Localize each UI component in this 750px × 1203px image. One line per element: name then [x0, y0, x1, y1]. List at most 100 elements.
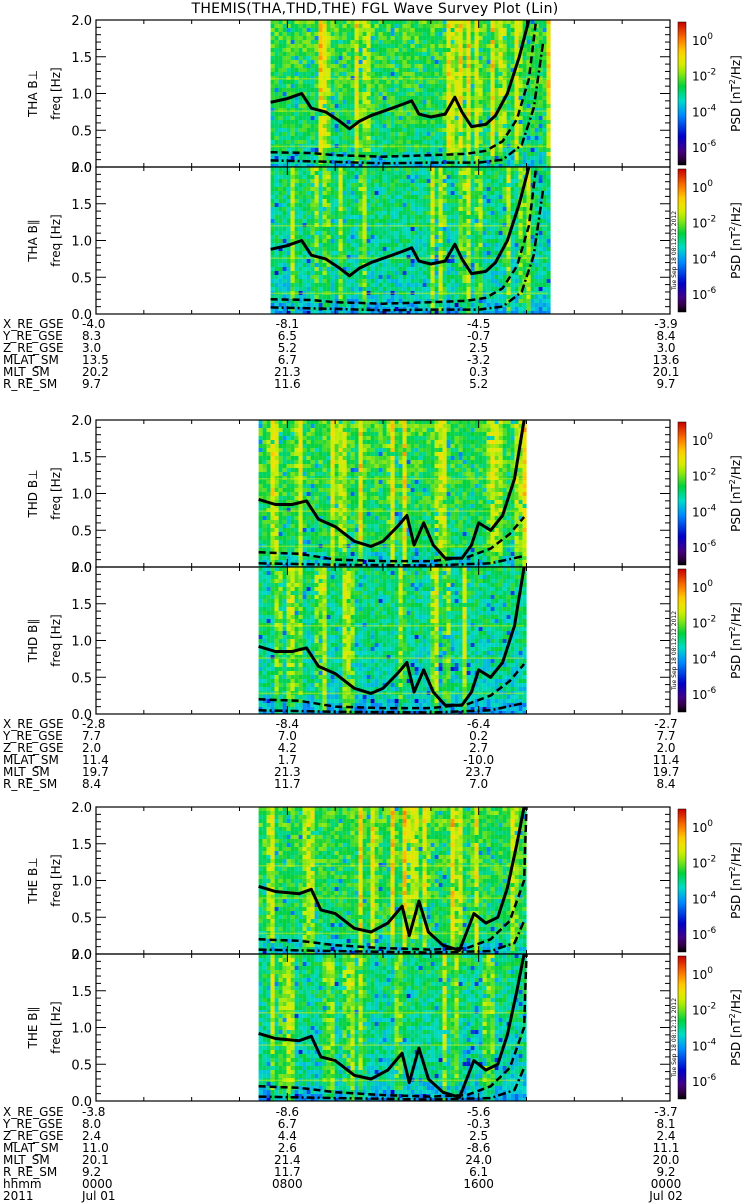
spectrogram-cell — [359, 207, 363, 211]
spectrogram-cell — [503, 88, 507, 92]
spectrogram-cell — [519, 231, 523, 235]
spectrogram-cell — [331, 100, 335, 104]
spectrogram-cell — [391, 132, 395, 136]
spectrogram-cell — [391, 136, 395, 140]
spectrogram-cell — [451, 128, 455, 132]
spectrogram-cell — [439, 219, 443, 223]
spectrogram-cell — [451, 88, 455, 92]
spectrogram-cell — [479, 171, 483, 175]
spectrogram-cell — [339, 40, 343, 44]
spectrogram-cell — [383, 211, 387, 215]
spectrogram-cell — [275, 279, 279, 283]
spectrogram-cell — [291, 211, 295, 215]
spectrogram-cell — [531, 156, 535, 160]
spectrogram-cell — [363, 52, 367, 56]
spectrogram-cell — [279, 207, 283, 211]
spectrogram-cell — [467, 287, 471, 291]
spectrogram-cell — [295, 259, 299, 263]
spectrogram-cell — [419, 124, 423, 128]
spectrogram-cell — [415, 52, 419, 56]
spectrogram-cell — [443, 287, 447, 291]
spectrogram-cell — [431, 52, 435, 56]
spectrogram-cell — [407, 132, 411, 136]
spectrogram-cell — [403, 239, 407, 243]
spectrogram-cell — [303, 24, 307, 28]
spectrogram-cell — [319, 303, 323, 307]
spectrogram-cell — [375, 227, 379, 231]
spectrogram-cell — [307, 295, 311, 299]
spectrogram-cell — [447, 116, 451, 120]
spectrogram-cell — [511, 56, 515, 60]
spectrogram-cell — [295, 303, 299, 307]
spectrogram-cell — [291, 235, 295, 239]
spectrogram-cell — [283, 251, 287, 255]
spectrogram-cell — [503, 179, 507, 183]
spectrogram-cell — [303, 124, 307, 128]
spectrogram-cell — [327, 303, 331, 307]
spectrogram-cell — [499, 64, 503, 68]
spectrogram-cell — [395, 44, 399, 48]
spectrogram-cell — [543, 24, 547, 28]
spectrogram-cell — [431, 80, 435, 84]
spectrogram-cell — [371, 171, 375, 175]
spectrogram-cell — [411, 271, 415, 275]
spectrogram-cell — [407, 104, 411, 108]
spectrogram-cell — [343, 247, 347, 251]
spectrogram-cell — [311, 92, 315, 96]
spectrogram-cell — [479, 239, 483, 243]
spectrogram-cell — [427, 120, 431, 124]
spectrogram-cell — [483, 104, 487, 108]
spectrogram-cell — [279, 219, 283, 223]
spectrogram-cell — [459, 183, 463, 187]
spectrogram-cell — [463, 40, 467, 44]
spectrogram-cell — [311, 279, 315, 283]
spectrogram-cell — [295, 275, 299, 279]
spectrogram-cell — [511, 104, 515, 108]
spectrogram-cell — [375, 283, 379, 287]
spectrogram-cell — [275, 32, 279, 36]
spectrogram-cell — [411, 72, 415, 76]
spectrogram-cell — [423, 128, 427, 132]
spectrogram-cell — [487, 183, 491, 187]
spectrogram-cell — [459, 239, 463, 243]
spectrogram-cell — [467, 140, 471, 144]
spectrogram-cell — [411, 52, 415, 56]
spectrogram-cell — [327, 295, 331, 299]
spectrogram-cell — [303, 195, 307, 199]
spectrogram-cell — [375, 203, 379, 207]
spectrogram-cell — [527, 104, 531, 108]
spectrogram-cell — [319, 64, 323, 68]
spectrogram-cell — [435, 156, 439, 160]
spectrogram-cell — [539, 136, 543, 140]
spectrogram-cell — [379, 44, 383, 48]
spectrogram-cell — [379, 56, 383, 60]
spectrogram-cell — [395, 96, 399, 100]
spectrogram-cell — [471, 263, 475, 267]
spectrogram-cell — [411, 179, 415, 183]
spectrogram-cell — [311, 132, 315, 136]
spectrogram-cell — [367, 183, 371, 187]
spectrogram-cell — [291, 36, 295, 40]
spectrogram-cell — [407, 167, 411, 171]
spectrogram-cell — [483, 92, 487, 96]
spectrogram-cell — [443, 203, 447, 207]
spectrogram-cell — [491, 211, 495, 215]
spectrogram-cell — [427, 251, 431, 255]
spectrogram-cell — [487, 299, 491, 303]
spectrogram-cell — [379, 48, 383, 52]
spectrogram-cell — [307, 112, 311, 116]
spectrogram-cell — [363, 227, 367, 231]
spectrogram-cell — [487, 48, 491, 52]
spectrogram-cell — [355, 247, 359, 251]
spectrogram-cell — [307, 124, 311, 128]
spectrogram-cell — [519, 219, 523, 223]
spectrogram-cell — [411, 263, 415, 267]
spectrogram-cell — [283, 120, 287, 124]
spectrogram-cell — [271, 72, 275, 76]
spectrogram-cell — [459, 48, 463, 52]
spectrogram-cell — [279, 199, 283, 203]
spectrogram-cell — [355, 187, 359, 191]
spectrogram-cell — [427, 24, 431, 28]
spectrogram-cell — [387, 191, 391, 195]
spectrogram-cell — [275, 219, 279, 223]
